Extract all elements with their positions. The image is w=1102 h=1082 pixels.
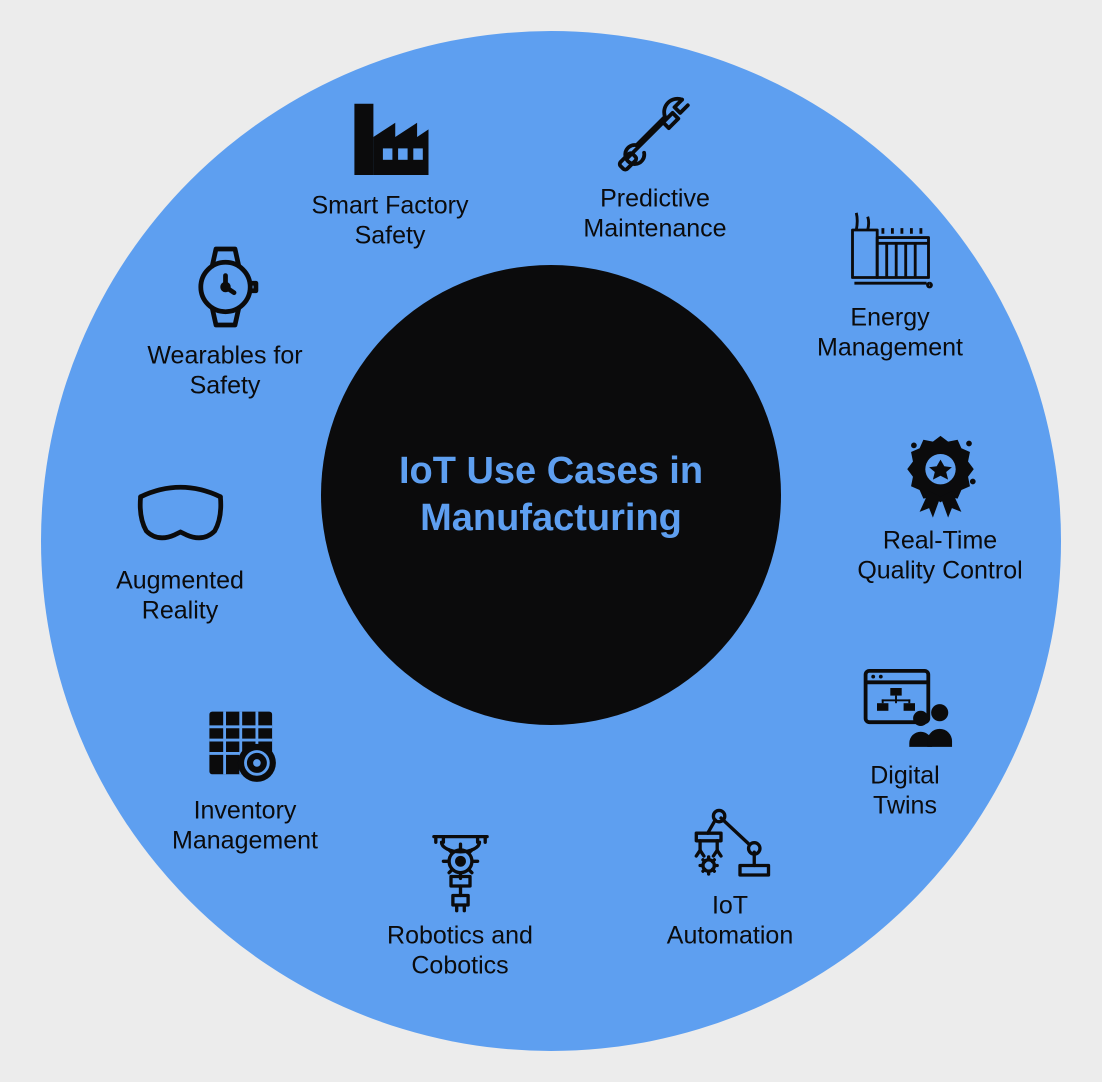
item-predictive-maintenance: Predictive Maintenance [545, 83, 765, 244]
ar-goggles-icon [70, 465, 290, 560]
item-energy-management: Energy Management [780, 202, 1000, 363]
center-title: IoT Use Cases in Manufacturing [399, 448, 703, 543]
item-label: Predictive Maintenance [545, 184, 765, 244]
item-robotics-cobotics: Robotics and Cobotics [350, 820, 570, 981]
award-ribbon-icon [830, 425, 1050, 520]
item-label: IoT Automation [620, 891, 840, 951]
item-iot-automation: IoT Automation [620, 790, 840, 951]
dashboard-people-icon [795, 660, 1015, 755]
smartwatch-icon [115, 240, 335, 335]
factory-icon [280, 90, 500, 185]
wrench-screwdriver-icon [545, 83, 765, 178]
item-augmented-reality: Augmented Reality [70, 465, 290, 626]
item-label: Augmented Reality [70, 566, 290, 626]
item-smart-factory-safety: Smart Factory Safety [280, 90, 500, 251]
cobot-gear-icon [350, 820, 570, 915]
inner-circle: IoT Use Cases in Manufacturing [321, 265, 781, 725]
item-label: Inventory Management [135, 796, 355, 856]
power-plant-icon [780, 202, 1000, 297]
item-real-time-quality: Real-Time Quality Control [830, 425, 1050, 586]
item-label: Energy Management [780, 303, 1000, 363]
item-inventory-management: Inventory Management [135, 695, 355, 856]
robot-arm-icon [620, 790, 840, 885]
item-label: Wearables for Safety [115, 341, 335, 401]
item-wearables-safety: Wearables for Safety [115, 240, 335, 401]
item-label: Real-Time Quality Control [830, 526, 1050, 586]
item-label: Robotics and Cobotics [350, 921, 570, 981]
calendar-disc-icon [135, 695, 355, 790]
